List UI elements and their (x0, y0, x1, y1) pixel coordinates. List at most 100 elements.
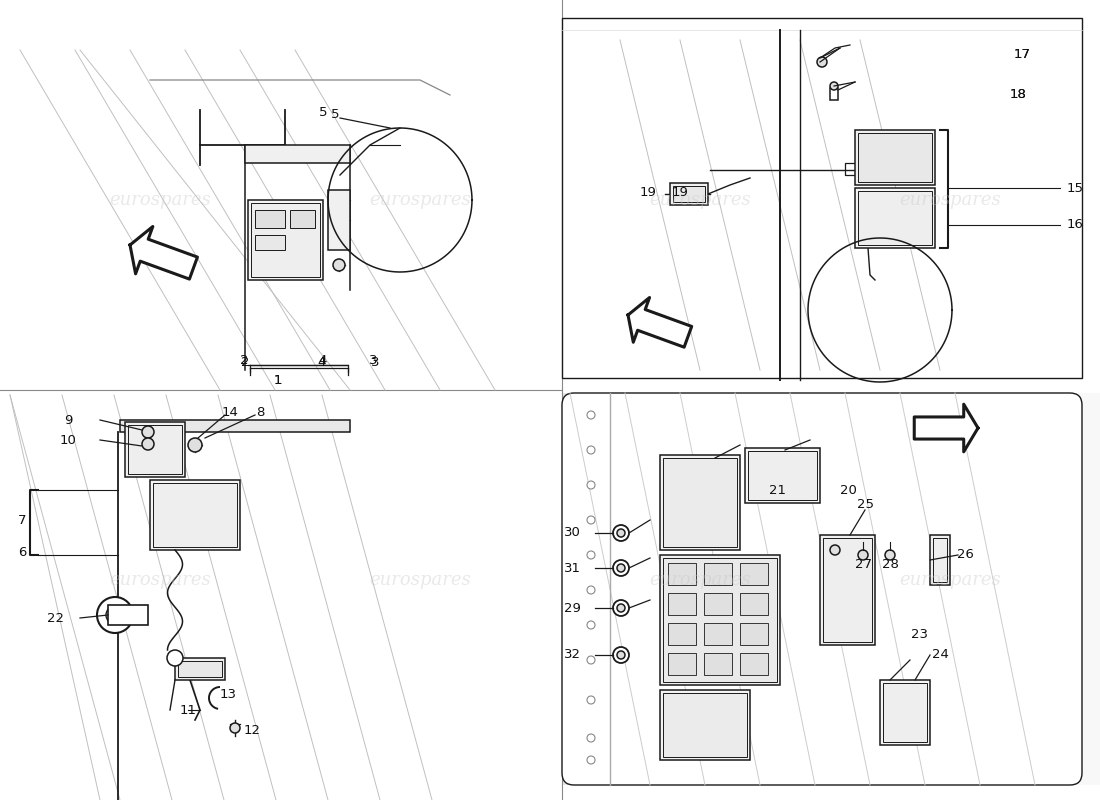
Circle shape (111, 611, 119, 619)
Circle shape (587, 586, 595, 594)
Circle shape (587, 411, 595, 419)
Text: 19: 19 (639, 186, 657, 199)
Text: eurospares: eurospares (109, 571, 211, 589)
Bar (933, 538, 947, 582)
Text: 2: 2 (240, 354, 249, 367)
Bar (562, 393, 611, 785)
Text: 1: 1 (274, 374, 283, 386)
Text: 28: 28 (881, 558, 899, 571)
Text: eurospares: eurospares (649, 571, 751, 589)
Text: 11: 11 (179, 703, 197, 717)
Text: 25: 25 (857, 498, 873, 511)
Text: 3: 3 (368, 354, 377, 367)
Bar (251, 203, 320, 277)
Bar (704, 593, 732, 615)
Circle shape (587, 446, 595, 454)
Bar (150, 480, 240, 550)
Bar (108, 605, 148, 625)
Text: 12: 12 (243, 723, 261, 737)
Text: 2: 2 (241, 357, 250, 370)
Text: 14: 14 (221, 406, 239, 418)
Text: 31: 31 (563, 562, 581, 574)
Text: 4: 4 (318, 357, 327, 370)
Polygon shape (628, 298, 692, 347)
Text: 4: 4 (319, 354, 327, 367)
Circle shape (617, 651, 625, 659)
Polygon shape (914, 404, 978, 452)
Bar (660, 455, 740, 550)
Bar (562, 18, 1082, 378)
Bar (704, 563, 732, 585)
Circle shape (230, 723, 240, 733)
Text: eurospares: eurospares (370, 571, 471, 589)
Circle shape (613, 525, 629, 541)
Bar (855, 188, 935, 248)
Text: 21: 21 (770, 483, 786, 497)
Circle shape (587, 734, 595, 742)
Text: eurospares: eurospares (899, 191, 1001, 209)
Circle shape (587, 756, 595, 764)
Bar (858, 133, 932, 182)
Bar (748, 451, 817, 500)
Bar (740, 563, 768, 585)
Text: eurospares: eurospares (649, 191, 751, 209)
Circle shape (587, 621, 595, 629)
Bar (248, 200, 323, 280)
Circle shape (886, 550, 895, 560)
Circle shape (613, 647, 629, 663)
Circle shape (617, 604, 625, 612)
Text: 18: 18 (1010, 89, 1026, 102)
Bar (290, 210, 315, 228)
Text: 30: 30 (563, 526, 581, 539)
Bar (823, 538, 872, 642)
Bar (668, 623, 696, 645)
Bar (663, 458, 737, 547)
Bar (153, 483, 236, 547)
Text: 8: 8 (256, 406, 264, 418)
Bar (328, 190, 350, 250)
Bar (930, 535, 950, 585)
Circle shape (858, 550, 868, 560)
Circle shape (587, 696, 595, 704)
Text: 17: 17 (1013, 49, 1031, 62)
Bar (663, 693, 747, 757)
Bar (673, 186, 705, 202)
Text: 7: 7 (18, 514, 26, 526)
Text: 17: 17 (1013, 49, 1031, 62)
Text: eurospares: eurospares (109, 191, 211, 209)
Bar (668, 593, 696, 615)
Text: 19: 19 (672, 186, 689, 199)
Bar (740, 653, 768, 675)
Text: 10: 10 (59, 434, 76, 446)
Text: 18: 18 (1010, 89, 1026, 102)
Text: 1: 1 (274, 374, 283, 387)
Text: 20: 20 (839, 483, 857, 497)
Text: 24: 24 (932, 649, 948, 662)
Bar (663, 558, 777, 682)
Circle shape (188, 438, 202, 452)
Circle shape (830, 545, 840, 555)
Bar (660, 555, 780, 685)
Text: 13: 13 (220, 689, 236, 702)
Text: 27: 27 (855, 558, 871, 571)
Text: 22: 22 (46, 611, 64, 625)
Text: 26: 26 (957, 549, 974, 562)
Bar (178, 661, 222, 677)
Circle shape (333, 259, 345, 271)
Circle shape (97, 597, 133, 633)
Text: 3: 3 (371, 357, 380, 370)
Circle shape (587, 481, 595, 489)
Bar (668, 563, 696, 585)
Bar (120, 420, 350, 432)
Circle shape (587, 551, 595, 559)
Text: 5: 5 (331, 107, 339, 121)
Circle shape (613, 560, 629, 576)
Bar (670, 183, 708, 205)
Bar (830, 88, 838, 100)
Bar (255, 235, 285, 250)
Circle shape (167, 650, 183, 666)
Circle shape (587, 516, 595, 524)
Bar (820, 535, 874, 645)
Text: 23: 23 (912, 629, 928, 642)
Bar (255, 210, 285, 228)
